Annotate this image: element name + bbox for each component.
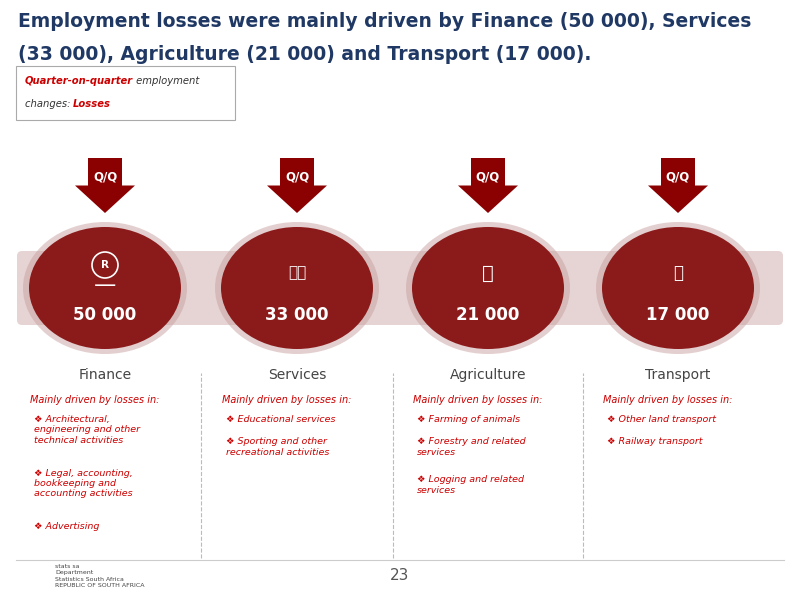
Polygon shape xyxy=(267,158,327,213)
Text: ❖ Advertising: ❖ Advertising xyxy=(34,522,99,531)
Text: changes:: changes: xyxy=(25,99,74,109)
Ellipse shape xyxy=(602,227,754,349)
Text: Mainly driven by losses in:: Mainly driven by losses in: xyxy=(603,395,732,405)
Ellipse shape xyxy=(221,227,373,349)
Ellipse shape xyxy=(29,227,181,349)
Text: ❖ Forestry and related
services: ❖ Forestry and related services xyxy=(417,437,526,457)
Text: 17 000: 17 000 xyxy=(646,306,710,324)
Text: Q/Q: Q/Q xyxy=(476,171,500,184)
Polygon shape xyxy=(458,158,518,213)
Text: ❖ Legal, accounting,
bookkeeping and
accounting activities: ❖ Legal, accounting, bookkeeping and acc… xyxy=(34,469,133,498)
Text: Mainly driven by losses in:: Mainly driven by losses in: xyxy=(413,395,542,405)
Text: employment: employment xyxy=(133,76,199,86)
Text: 🚌: 🚌 xyxy=(673,264,683,282)
FancyBboxPatch shape xyxy=(17,251,783,325)
Text: ❖ Logging and related
services: ❖ Logging and related services xyxy=(417,475,524,495)
Ellipse shape xyxy=(23,222,187,354)
Text: R: R xyxy=(101,260,109,270)
Text: 🌾: 🌾 xyxy=(482,263,494,283)
Text: stats sa
Department
Statistics South Africa
REPUBLIC OF SOUTH AFRICA: stats sa Department Statistics South Afr… xyxy=(55,563,145,589)
Text: 👤👤: 👤👤 xyxy=(288,265,306,280)
Text: Employment losses were mainly driven by Finance (50 000), Services: Employment losses were mainly driven by … xyxy=(18,12,751,31)
Text: —: — xyxy=(94,275,116,295)
Text: Mainly driven by losses in:: Mainly driven by losses in: xyxy=(30,395,159,405)
Text: 21 000: 21 000 xyxy=(456,306,520,324)
Text: ❖ Railway transport: ❖ Railway transport xyxy=(607,437,702,446)
Text: ❖ Farming of animals: ❖ Farming of animals xyxy=(417,415,520,424)
Text: Services: Services xyxy=(268,368,326,382)
Text: ❖ Educational services: ❖ Educational services xyxy=(226,415,335,424)
FancyBboxPatch shape xyxy=(16,66,235,120)
Ellipse shape xyxy=(412,227,564,349)
Text: Transport: Transport xyxy=(646,368,710,382)
Text: Losses: Losses xyxy=(73,99,111,109)
Text: ❖ Other land transport: ❖ Other land transport xyxy=(607,415,716,424)
Polygon shape xyxy=(648,158,708,213)
Ellipse shape xyxy=(215,222,379,354)
Text: Quarter-on-quarter: Quarter-on-quarter xyxy=(25,76,133,86)
Text: 23: 23 xyxy=(390,569,410,583)
Text: Agriculture: Agriculture xyxy=(450,368,526,382)
Text: 33 000: 33 000 xyxy=(266,306,329,324)
Ellipse shape xyxy=(596,222,760,354)
Polygon shape xyxy=(75,158,135,213)
Text: Q/Q: Q/Q xyxy=(666,171,690,184)
Text: Mainly driven by losses in:: Mainly driven by losses in: xyxy=(222,395,351,405)
Text: ❖ Architectural,
engineering and other
technical activities: ❖ Architectural, engineering and other t… xyxy=(34,415,140,445)
Text: Q/Q: Q/Q xyxy=(285,171,309,184)
Text: 50 000: 50 000 xyxy=(74,306,137,324)
Text: Finance: Finance xyxy=(78,368,131,382)
Text: (33 000), Agriculture (21 000) and Transport (17 000).: (33 000), Agriculture (21 000) and Trans… xyxy=(18,45,591,64)
Text: ❖ Sporting and other
recreational activities: ❖ Sporting and other recreational activi… xyxy=(226,437,330,457)
Text: Q/Q: Q/Q xyxy=(93,171,117,184)
Ellipse shape xyxy=(406,222,570,354)
